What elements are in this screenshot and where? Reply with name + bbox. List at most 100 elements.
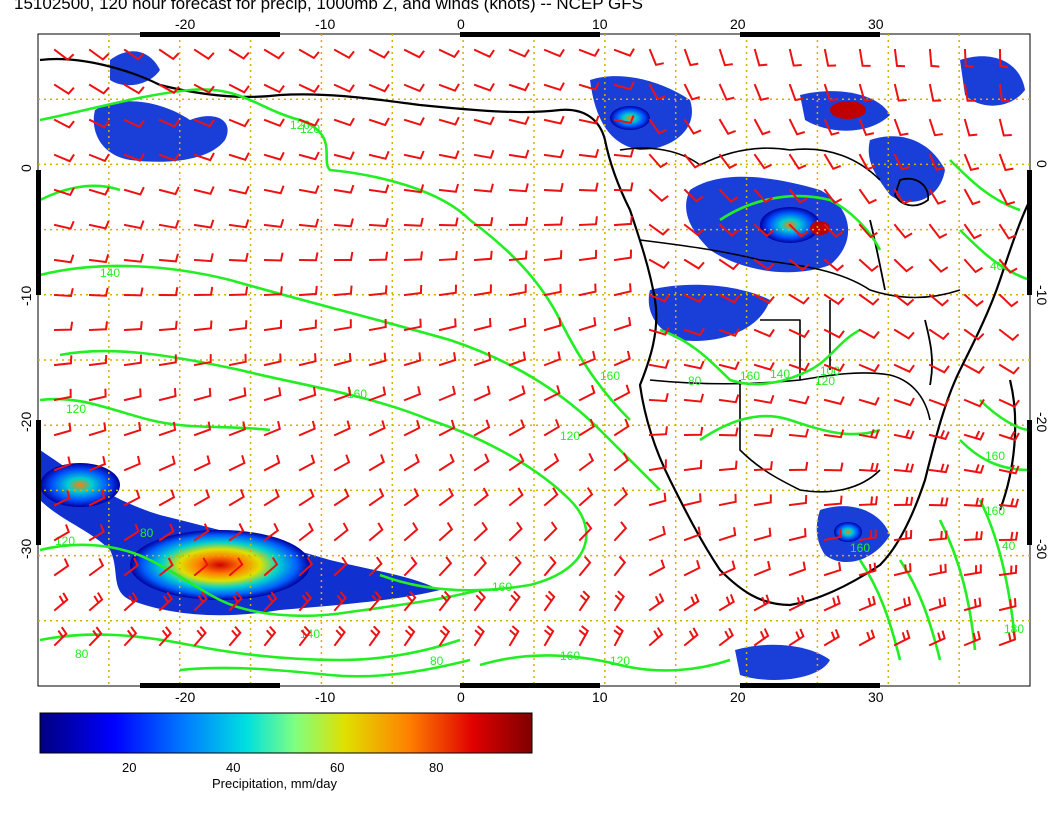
wind-barb <box>368 117 390 127</box>
wind-barb <box>508 116 530 125</box>
wind-barb <box>578 418 595 437</box>
wind-barb <box>193 354 212 367</box>
contour-label: 120 <box>610 654 630 668</box>
precip-south-indian-ocean <box>735 644 830 680</box>
wind-barb <box>53 220 75 230</box>
wind-barb <box>893 223 913 239</box>
lake-victoria <box>894 177 929 207</box>
wind-barb <box>893 397 915 407</box>
wind-barb <box>53 118 75 129</box>
wind-barb <box>228 387 247 402</box>
wind-barb <box>158 557 174 577</box>
lon-label-bottom: 10 <box>592 689 608 705</box>
colorbar-tick-label: 20 <box>122 760 137 775</box>
wind-barb <box>368 454 386 472</box>
wind-barb <box>858 396 880 406</box>
lon-label-top: 0 <box>457 16 465 32</box>
wind-barb <box>718 83 735 101</box>
wind-barb <box>333 591 347 612</box>
country-border-1 <box>619 147 881 181</box>
wind-barb <box>263 151 285 161</box>
wind-barb <box>193 387 212 402</box>
wind-barb <box>683 293 705 304</box>
wind-barb <box>263 319 283 332</box>
wind-barb <box>508 625 520 647</box>
wind-barb <box>788 153 807 170</box>
wind-barb <box>893 529 913 542</box>
wind-barb <box>368 318 387 332</box>
wind-barb <box>53 456 72 472</box>
wind-barb <box>263 625 277 647</box>
wind-barb <box>963 564 982 577</box>
wind-barb <box>508 590 521 612</box>
wind-barb <box>753 527 772 542</box>
wind-barb <box>613 215 633 227</box>
wind-barb <box>718 627 734 647</box>
wind-barb <box>403 386 422 402</box>
lat-label-right: -10 <box>1034 285 1050 305</box>
wind-barb <box>998 223 1017 240</box>
wind-barb <box>578 452 595 472</box>
wind-barb <box>613 625 624 647</box>
wind-barb <box>928 153 945 171</box>
wind-barb <box>333 454 351 472</box>
wind-barb <box>333 83 355 93</box>
wind-barb <box>893 629 911 647</box>
wind-barb <box>613 384 631 402</box>
wind-barb <box>193 489 211 507</box>
wind-barb <box>298 454 316 472</box>
wind-barb <box>88 592 104 612</box>
wind-barb <box>648 426 668 437</box>
wind-barb <box>228 625 242 647</box>
country-border-3 <box>649 372 931 421</box>
wind-barb <box>88 626 103 647</box>
wind-barb <box>123 118 145 129</box>
wind-barb <box>928 463 950 474</box>
wind-barb <box>613 555 627 577</box>
wind-barb <box>228 523 245 542</box>
wind-barb <box>53 287 74 298</box>
wind-barb <box>648 459 667 472</box>
wind-barb <box>858 48 871 67</box>
wind-barb <box>998 83 1011 103</box>
wind-barb <box>263 118 285 128</box>
wind-barb <box>193 219 215 229</box>
wind-barb <box>508 385 526 402</box>
wind-barb <box>508 351 527 367</box>
wind-barb <box>998 363 1020 375</box>
wind-barb <box>928 83 942 102</box>
wind-barb <box>403 117 425 126</box>
wind-barb <box>228 455 246 472</box>
wind-barb <box>473 217 494 227</box>
wind-barb <box>613 486 629 507</box>
wind-barb <box>963 188 981 206</box>
wind-barb <box>88 287 109 297</box>
contour-label: 160 <box>560 649 580 663</box>
wind-barb <box>683 360 705 370</box>
wind-barb <box>193 186 215 195</box>
wind-barb <box>158 421 177 437</box>
wind-barb <box>823 258 845 272</box>
wind-barb <box>578 48 600 58</box>
wind-barb <box>893 496 914 507</box>
wind-barb <box>683 459 703 472</box>
wind-barb <box>193 421 212 437</box>
wind-barb <box>123 592 139 612</box>
wind-barb <box>123 489 141 507</box>
wind-barb <box>718 328 740 337</box>
lon-label-top: -20 <box>175 16 195 32</box>
wind-barb <box>298 285 318 297</box>
contour-labels: 120 160 120 140 160 120 160 140 160 80 160 120 80 80 1… <box>55 118 1024 668</box>
wind-barb <box>578 350 596 367</box>
wind-barb <box>438 83 460 92</box>
contour-120-south <box>39 633 461 662</box>
wind-barb <box>438 487 454 507</box>
wind-barb <box>228 320 248 332</box>
wind-barb <box>298 556 314 577</box>
wind-barb <box>508 250 528 262</box>
wind-barb <box>403 625 416 647</box>
wind-barb <box>368 184 390 194</box>
wind-barb <box>858 83 873 102</box>
contour-label: 140 <box>300 627 320 641</box>
wind-barb <box>928 429 950 441</box>
